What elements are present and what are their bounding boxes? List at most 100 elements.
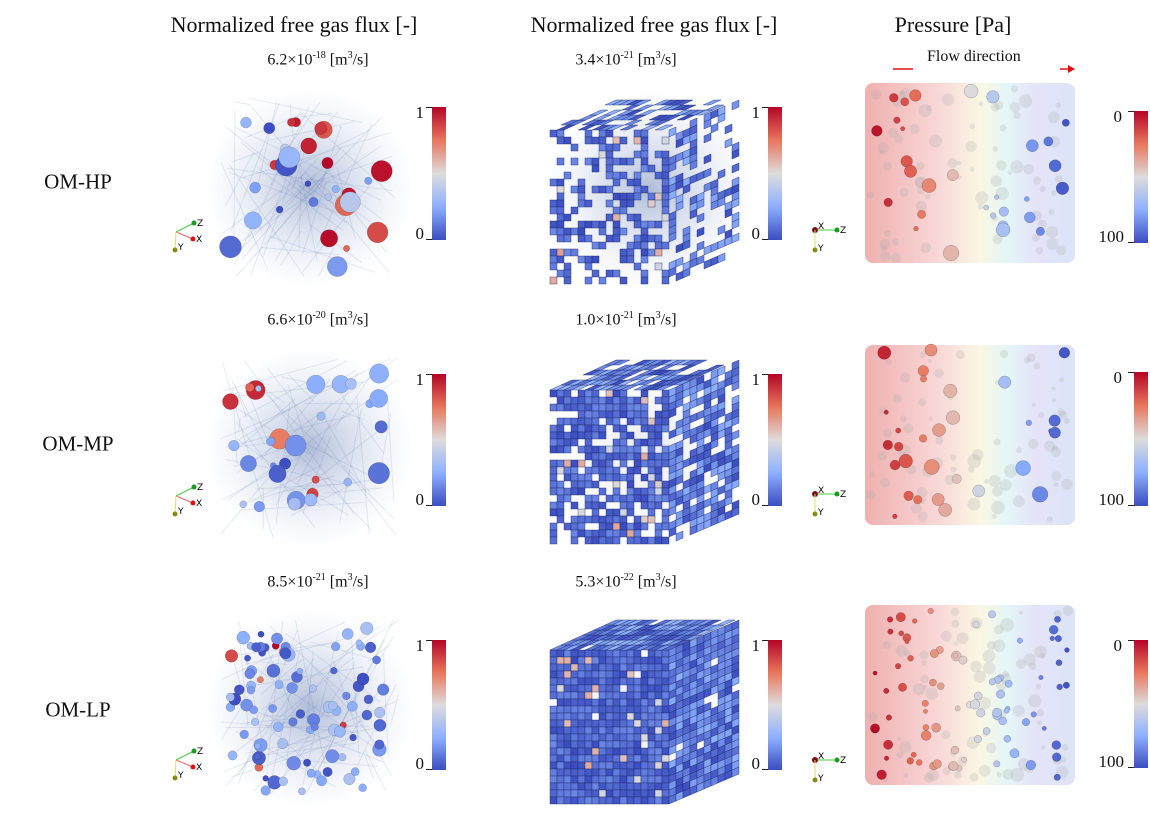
voxel (641, 439, 648, 446)
axes-triad-icon: ZXY (172, 746, 212, 786)
voxel (634, 193, 641, 200)
voxel (585, 713, 592, 720)
voxel (634, 769, 641, 776)
voxel (655, 755, 662, 762)
voxel (648, 467, 655, 474)
voxel (564, 214, 571, 221)
voxel (557, 783, 564, 790)
voxel (648, 685, 655, 692)
voxel (648, 221, 655, 228)
pore-sphere (234, 685, 244, 695)
voxel (550, 256, 557, 263)
axes-triad-icon: ZXY (172, 482, 212, 522)
voxel (620, 664, 627, 671)
voxel (585, 720, 592, 727)
pore-sphere (970, 700, 980, 710)
pore-sphere (1026, 760, 1036, 770)
voxel (627, 502, 634, 509)
voxel (592, 165, 599, 172)
voxel (564, 790, 571, 797)
pore-sphere (1065, 648, 1070, 653)
voxel (599, 755, 606, 762)
voxel (634, 151, 641, 158)
voxel (550, 748, 557, 755)
voxel (641, 460, 648, 467)
voxel (592, 685, 599, 692)
voxel (641, 425, 648, 432)
voxel (648, 657, 655, 664)
voxel (592, 446, 599, 453)
pore-sphere (907, 758, 914, 765)
pore-sphere (277, 738, 287, 748)
flux-label-mp-voxel: 1.0×10-21 [m3/s] (575, 310, 676, 329)
voxel (627, 797, 634, 804)
voxel (578, 235, 585, 242)
voxel (634, 762, 641, 769)
voxel (592, 537, 599, 544)
voxel (564, 734, 571, 741)
voxel (662, 481, 669, 488)
voxel (599, 277, 606, 284)
voxel (606, 144, 613, 151)
voxel (606, 200, 613, 207)
voxel (613, 453, 620, 460)
voxel (550, 439, 557, 446)
voxel (599, 685, 606, 692)
voxel (557, 270, 564, 277)
voxel (599, 713, 606, 720)
voxel (578, 783, 585, 790)
voxel (620, 411, 627, 418)
voxel (641, 692, 648, 699)
pore-sphere (872, 126, 883, 137)
colorbar-top-label: 1 (748, 103, 760, 123)
voxel (578, 755, 585, 762)
voxel (634, 706, 641, 713)
voxel (571, 418, 578, 425)
pore-sphere (887, 617, 893, 623)
voxel (655, 418, 662, 425)
voxel (648, 432, 655, 439)
voxel (648, 235, 655, 242)
voxel (578, 699, 585, 706)
colorbar-top-label: 1 (748, 370, 760, 390)
voxel (606, 748, 613, 755)
pore-sphere (911, 752, 916, 757)
voxel (662, 495, 669, 502)
voxel (585, 256, 592, 263)
pore-sphere (1017, 638, 1023, 644)
voxel (648, 699, 655, 706)
pore-sphere (326, 749, 339, 762)
pore-sphere (269, 465, 286, 482)
voxel (641, 270, 648, 277)
pore-sphere (909, 90, 921, 102)
voxel (662, 692, 669, 699)
voxel (606, 741, 613, 748)
pore-sphere (873, 671, 877, 675)
pore-sphere (345, 378, 356, 389)
voxel (662, 270, 669, 277)
voxel (662, 671, 669, 678)
voxel (620, 228, 627, 235)
svg-text:X: X (818, 486, 824, 496)
voxel (641, 755, 648, 762)
voxel (620, 446, 627, 453)
pore-sphere (983, 727, 990, 734)
voxel (592, 397, 599, 404)
voxel (634, 453, 641, 460)
pore-sphere (251, 718, 258, 725)
voxel (571, 762, 578, 769)
pore-sphere (285, 435, 306, 456)
pore-sphere (1024, 196, 1029, 201)
pore-sphere (923, 724, 929, 730)
pore-sphere (890, 460, 900, 470)
pore-sphere (254, 753, 260, 759)
voxel (599, 741, 606, 748)
voxel (550, 130, 557, 137)
voxel (550, 664, 557, 671)
voxel (599, 137, 606, 144)
pore-sphere (899, 454, 913, 468)
colorbar (1134, 640, 1148, 768)
voxel (613, 411, 620, 418)
voxel (564, 263, 571, 270)
voxel (557, 790, 564, 797)
